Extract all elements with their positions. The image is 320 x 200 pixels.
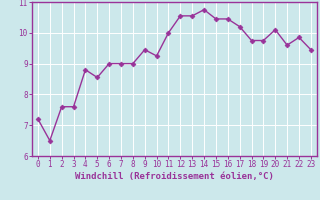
X-axis label: Windchill (Refroidissement éolien,°C): Windchill (Refroidissement éolien,°C) bbox=[75, 172, 274, 181]
